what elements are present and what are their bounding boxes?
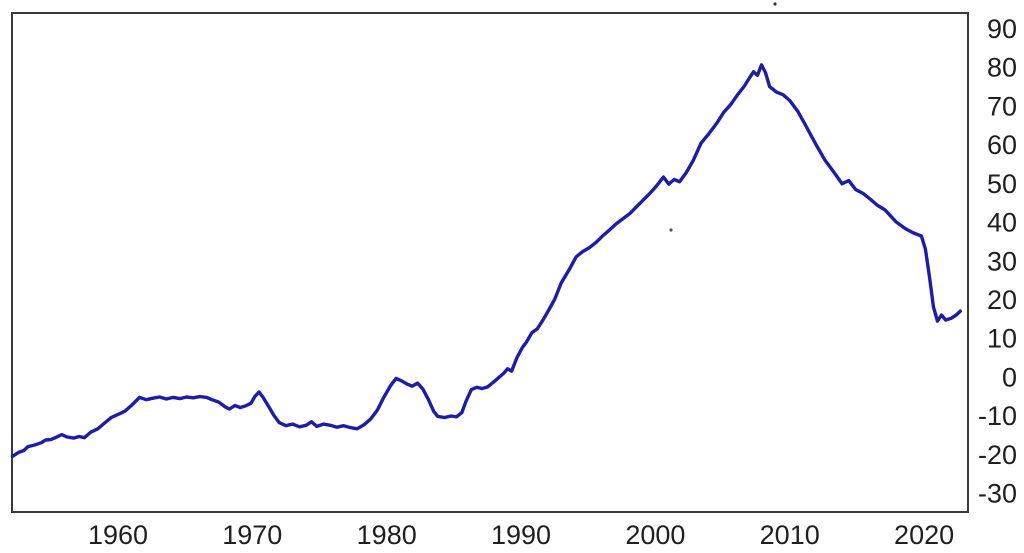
- y-tick-label: 30: [987, 246, 1017, 276]
- x-tick-label: 1960: [88, 520, 148, 550]
- y-tick-label: 70: [987, 91, 1017, 121]
- y-tick-label: 90: [987, 14, 1017, 44]
- y-tick-label: 40: [987, 208, 1017, 238]
- y-tick-label: 20: [987, 285, 1017, 315]
- y-tick-label: 0: [1002, 362, 1017, 392]
- y-tick-label: -10: [978, 401, 1017, 431]
- data-line: [10, 63, 962, 458]
- stray-dot: [773, 2, 777, 6]
- x-tick-label: 2020: [894, 520, 954, 550]
- x-axis-labels: 1960 1970 1980 1990 2000 2010 2020: [88, 520, 954, 550]
- y-tick-label: 80: [987, 53, 1017, 83]
- y-tick-label: -20: [978, 440, 1017, 470]
- plot-border: [11, 12, 969, 513]
- y-tick-label: 50: [987, 169, 1017, 199]
- x-tick-label: 1980: [357, 520, 417, 550]
- stray-dots: [669, 2, 777, 232]
- x-tick-label: 1970: [222, 520, 282, 550]
- x-tick-label: 2000: [625, 520, 685, 550]
- y-axis-labels: 90 80 70 60 50 40 30 20 10 0 -10 -20 -30: [978, 14, 1017, 509]
- x-tick-label: 1990: [491, 520, 551, 550]
- y-tick-label: -30: [978, 479, 1017, 509]
- stray-dot: [669, 228, 673, 232]
- x-tick-label: 2010: [760, 520, 820, 550]
- y-tick-label: 60: [987, 130, 1017, 160]
- y-tick-label: 10: [987, 324, 1017, 354]
